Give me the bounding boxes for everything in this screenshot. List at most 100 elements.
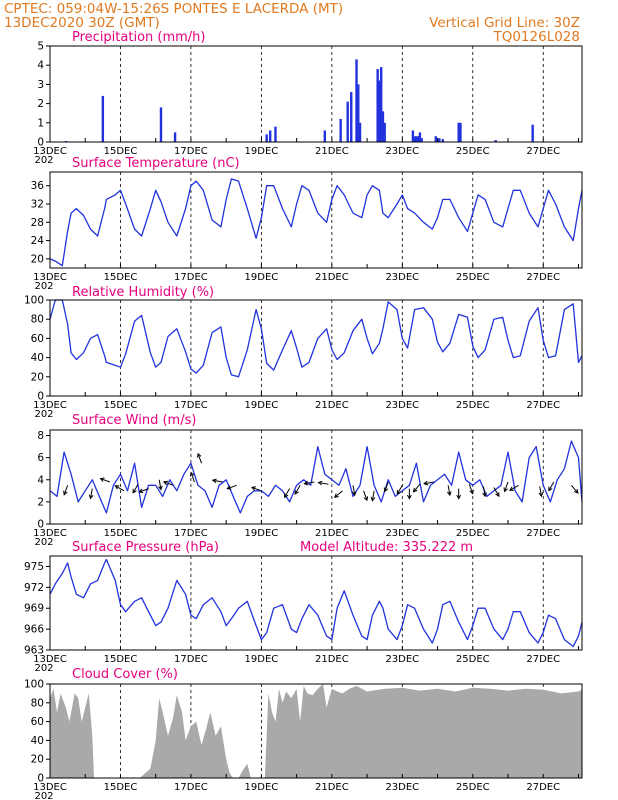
x-tick-label: 25DEC [456,654,490,665]
header-model-id: TQ0126L028 [492,29,580,45]
cloud-cover-area [50,684,582,778]
x-tick-label: 23DEC [385,528,419,539]
x-tick-label: 25DEC [456,782,490,793]
y-tick-label: 0 [37,391,44,403]
precip-bar [413,136,416,142]
y-tick-label: 966 [24,624,44,636]
wind-arrow [189,471,195,483]
x-tick-label: 25DEC [456,146,490,157]
x-tick-label: 17DEC [174,400,208,411]
y-tick-label: 20 [31,253,44,265]
wind-arrow-head [370,496,376,502]
y-tick-label: 36 [31,180,45,192]
wind-arrow-head [211,478,217,484]
wind-arrow [303,480,315,486]
wind-arrow-head [351,491,357,497]
precip-bar [323,130,327,142]
wind-arrow-head [317,480,323,486]
panel-frame [49,171,583,269]
wind-arrow-head [251,486,256,491]
x-tick-label: 27DEC [526,146,560,157]
wind-arrow-head [456,494,462,500]
y-tick-label: 60 [31,716,44,728]
precip-bar [274,126,277,142]
wind-arrow [396,485,403,495]
wind-arrow-shaft [334,490,343,498]
precip-bar [383,122,386,142]
x-tick-label: 17DEC [174,146,208,157]
y-tick-label: 100 [24,295,44,307]
panel-humidity: 0 20 40 60 80 100 13DEC 15DEC 17DEC 19DEC 21DEC 23D… [24,295,583,420]
x-year-label: 202 [34,663,53,674]
wind-arrow [571,484,579,494]
wind-arrow-shaft [482,486,486,497]
y-tick-label: 975 [24,561,44,573]
x-tick-label: 23DEC [385,272,419,283]
wind-arrow-shaft [447,485,451,496]
y-tick-label: 3 [37,79,44,91]
precip-bar [376,69,379,142]
wind-arrow [226,484,237,490]
wind-arrow-head [189,471,195,477]
x-tick-label: 21DEC [315,400,349,411]
wind-arrow-head [573,488,579,494]
precip-bar [457,122,460,142]
wind-arrow-shaft [158,479,162,490]
wind-arrow-head [363,496,369,502]
wind-arrow [412,483,421,493]
wind-arrow-shaft [197,453,202,464]
panel-frame [49,429,583,525]
wind-arrow [503,481,509,493]
wind-arrow-shaft [63,485,69,495]
x-tick-label: 13DEC [33,782,67,793]
wind-arrow [88,488,94,500]
x-tick-label: 13DEC [33,146,67,157]
wind-arrow-shaft [227,484,237,490]
wind-arrow-shaft [493,487,500,497]
x-tick-label: 23DEC [385,654,419,665]
x-tick-label: 15DEC [104,654,138,665]
wind-arrow [383,481,389,493]
header-run-date: 13DEC2020 30Z (GMT) [4,15,160,31]
wind-arrow [468,484,474,495]
panel-pressure: 963 966 969 972 975 13DEC 15DEC 17DEC 19DEC 21DEC… [24,555,583,674]
y-tick-label: 32 [31,199,44,211]
y-tick-label: 2 [37,496,44,508]
y-tick-label: 972 [24,582,44,594]
panel-wind: 0 2 4 6 8 13DEC 15DEC 17DEC 19DEC 21DEC 23DEC 25DEC… [33,429,583,548]
panel-frame [49,45,583,143]
x-tick-label: 21DEC [315,654,349,665]
wind-arrow [423,480,435,486]
wind-arrow [538,486,544,498]
x-tick-label: 15DEC [104,146,138,157]
precip-bar [357,84,360,142]
precip-bar [339,118,342,142]
precip-bar [159,107,163,142]
wind-arrow-shaft [90,488,93,499]
x-tick-label: 17DEC [174,272,208,283]
wind-arrow-shaft [163,481,174,486]
x-year-label: 202 [34,409,53,420]
x-tick-label: 15DEC [104,272,138,283]
y-tick-label: 969 [24,603,44,615]
panel-title-humidity: Relative Humidity (%) [72,285,214,300]
wind-arrow-head [538,492,544,498]
wind-arrow-shaft [251,486,262,492]
x-tick-label: 17DEC [174,654,208,665]
wind-arrow [197,452,202,464]
precip-bar [416,136,420,142]
wind-arrow [114,485,125,492]
wind-arrow [508,484,519,491]
wind-arrow-head [158,485,163,491]
x-tick-label: 15DEC [104,782,138,793]
panel-title-temperature: Surface Temperature (nC) [72,156,240,171]
x-tick-label: 19DEC [245,782,279,793]
wind-arrow-head [503,487,508,493]
wind-arrow-shaft [352,485,356,496]
precip-bar [268,130,272,142]
wind-arrow-head [447,491,452,497]
x-tick-label: 25DEC [456,400,490,411]
x-tick-label: 13DEC [33,528,67,539]
temperature-series-line [49,178,583,267]
wind-arrow-head [294,489,299,495]
